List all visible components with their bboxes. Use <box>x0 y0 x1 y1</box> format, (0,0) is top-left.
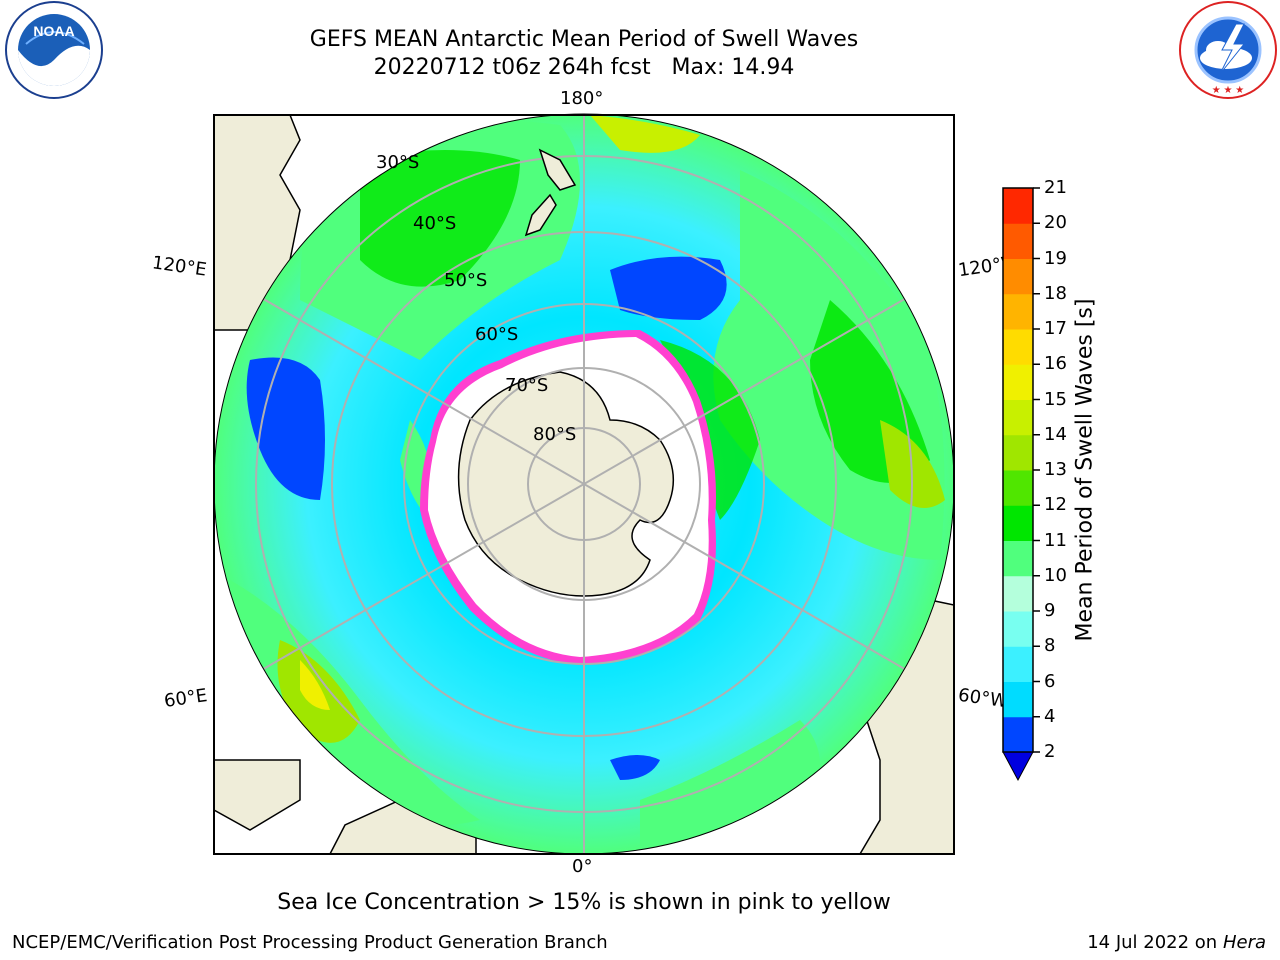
colorbar-tick-label: 20 <box>1044 212 1067 234</box>
colorbar <box>1002 187 1040 782</box>
colorbar-band <box>1003 575 1033 612</box>
lon-label-top: 180° <box>560 88 604 109</box>
colorbar-band <box>1003 293 1033 330</box>
colorbar-title: Mean Period of Swell Waves [s] <box>1072 298 1098 642</box>
lat-label-30s: 30°S <box>376 152 420 173</box>
colorbar-tick-label: 8 <box>1044 635 1056 657</box>
graticule <box>214 115 954 854</box>
chart-subtitle: 20220712 t06z 264h fcst Max: 14.94 <box>373 55 795 80</box>
colorbar-band <box>1003 223 1033 259</box>
colorbar-band <box>1003 399 1033 436</box>
noaa-logo: NOAA <box>5 1 103 99</box>
colorbar-tick-label: 6 <box>1044 670 1056 692</box>
colorbar-tick-label: 14 <box>1044 423 1067 445</box>
colorbar-extend-triangle <box>1002 751 1034 782</box>
footer-credit: NCEP/EMC/Verification Post Processing Pr… <box>12 932 608 953</box>
footer-date-text: 14 Jul 2022 on <box>1087 932 1223 953</box>
colorbar-tick-label: 21 <box>1044 177 1067 198</box>
colorbar-band <box>1003 505 1033 541</box>
svg-text:NOAA: NOAA <box>33 23 74 39</box>
map-frame <box>213 114 955 855</box>
caption: Sea Ice Concentration > 15% is shown in … <box>277 890 891 915</box>
colorbar-tick-label: 16 <box>1044 353 1067 375</box>
lon-label-bottom: 0° <box>572 856 593 877</box>
lat-label-80s: 80°S <box>533 424 577 445</box>
colorbar-band <box>1003 646 1033 682</box>
colorbar-tick-label: 15 <box>1044 388 1067 410</box>
colorbar-tick-label: 18 <box>1044 282 1067 304</box>
footer-host: Hera <box>1222 932 1266 953</box>
colorbar-tick-label: 17 <box>1044 318 1067 339</box>
new-zealand <box>524 148 577 237</box>
lat-label-40s: 40°S <box>413 213 457 234</box>
svg-text:★ ★ ★: ★ ★ ★ <box>1212 85 1244 96</box>
chart-title: GEFS MEAN Antarctic Mean Period of Swell… <box>309 27 859 52</box>
colorbar-band <box>1003 716 1033 753</box>
colorbar-band <box>1003 258 1033 295</box>
swell-period-field <box>214 115 954 854</box>
nws-logo: ★ ★ ★ <box>1179 1 1277 99</box>
colorbar-tick-label: 19 <box>1044 247 1067 269</box>
colorbar-band <box>1003 540 1033 577</box>
colorbar-tick-label: 9 <box>1044 600 1056 621</box>
colorbar-band <box>1003 470 1033 506</box>
colorbar-band <box>1003 681 1033 718</box>
lat-label-60s: 60°S <box>475 324 519 345</box>
colorbar-band <box>1003 434 1033 471</box>
colorbar-tick-label: 2 <box>1044 741 1056 762</box>
colorbar-band <box>1003 611 1033 647</box>
lat-label-50s: 50°S <box>444 270 488 291</box>
lat-label-70s: 70°S <box>505 375 549 396</box>
colorbar-tick-label: 4 <box>1044 705 1056 727</box>
footer-date: 14 Jul 2022 on Hera <box>1087 932 1266 953</box>
colorbar-tick-label: 12 <box>1044 494 1067 516</box>
colorbar-tick-label: 13 <box>1044 459 1067 480</box>
colorbar-band <box>1003 188 1033 224</box>
colorbar-band <box>1003 364 1033 400</box>
colorbar-band <box>1003 329 1033 365</box>
colorbar-tick-label: 10 <box>1044 564 1067 586</box>
colorbar-tick-label: 11 <box>1044 529 1067 551</box>
